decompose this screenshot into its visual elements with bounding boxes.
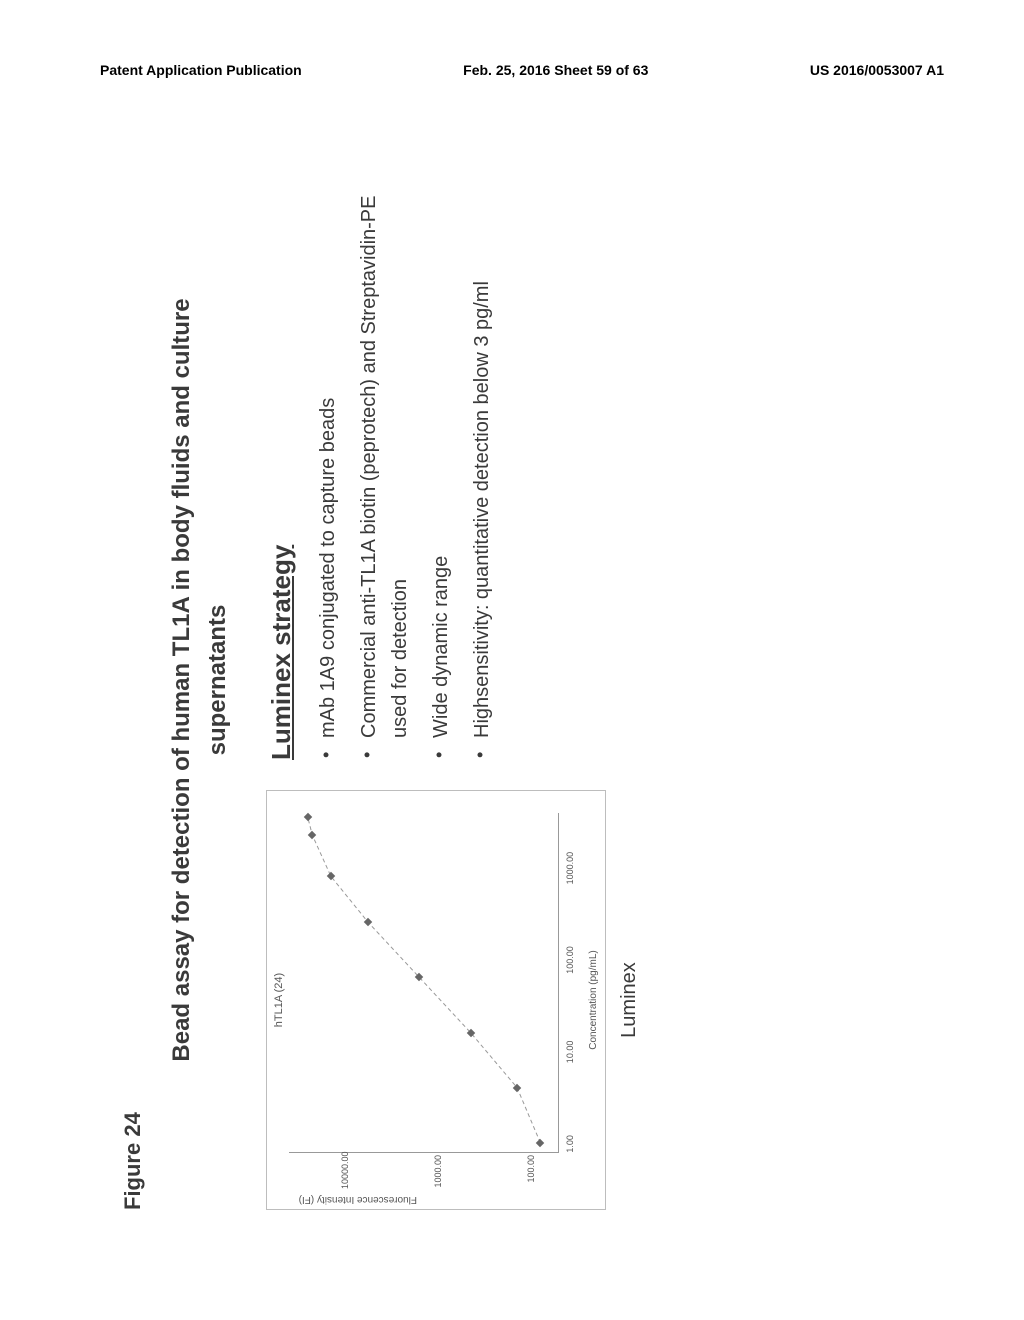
chart-column: hTL1A (24) Fluorescence Intensity (FI) C…: [266, 790, 641, 1210]
strategy-item: mAb 1A9 conjugated to capture beads: [313, 150, 344, 760]
x-tick-label: 10.00: [565, 1041, 575, 1064]
figure-label: Figure 24: [120, 150, 146, 1210]
x-tick-label: 1.00: [565, 1135, 575, 1153]
header-right: US 2016/0053007 A1: [810, 62, 944, 78]
figure-rotated-body: Figure 24 Bead assay for detection of hu…: [0, 300, 1024, 1080]
content-row: hTL1A (24) Fluorescence Intensity (FI) C…: [266, 150, 641, 1210]
fit-curve: [289, 813, 558, 1152]
figure-title: Bead assay for detection of human TL1A i…: [164, 150, 236, 1210]
chart-inner-title: hTL1A (24): [273, 797, 285, 1203]
x-axis-label: Concentration (pg/mL): [588, 791, 599, 1209]
strategy-list: mAb 1A9 conjugated to capture beads Comme…: [313, 150, 498, 760]
header-left: Patent Application Publication: [100, 62, 302, 78]
y-tick-label: 1000.00: [433, 1155, 443, 1189]
patent-header: Patent Application Publication Feb. 25, …: [0, 62, 1024, 78]
x-tick-label: 100.00: [565, 946, 575, 974]
plot-area: [289, 813, 559, 1153]
strategy-item: Wide dynamic range: [426, 150, 457, 760]
y-axis-label: Fluorescence Intensity (FI): [299, 1194, 417, 1205]
y-tick-label: 10000.00: [340, 1155, 350, 1189]
figure-title-line2: supernatants: [204, 605, 231, 756]
strategy-title: Luminex strategy: [266, 150, 297, 760]
x-tick-label: 1000.00: [565, 852, 575, 885]
chart-caption: Luminex: [618, 790, 641, 1210]
figure-title-line1: Bead assay for detection of human TL1A i…: [168, 298, 195, 1061]
strategy-item: Commercial anti-TL1A biotin (peprotech) …: [354, 150, 416, 760]
luminex-chart: hTL1A (24) Fluorescence Intensity (FI) C…: [266, 790, 606, 1210]
y-tick-label: 100.00: [526, 1155, 536, 1189]
strategy-item: Highsensitivity: quantitative detection …: [467, 150, 498, 760]
header-center: Feb. 25, 2016 Sheet 59 of 63: [463, 62, 648, 78]
strategy-column: Luminex strategy mAb 1A9 conjugated to c…: [266, 150, 508, 760]
